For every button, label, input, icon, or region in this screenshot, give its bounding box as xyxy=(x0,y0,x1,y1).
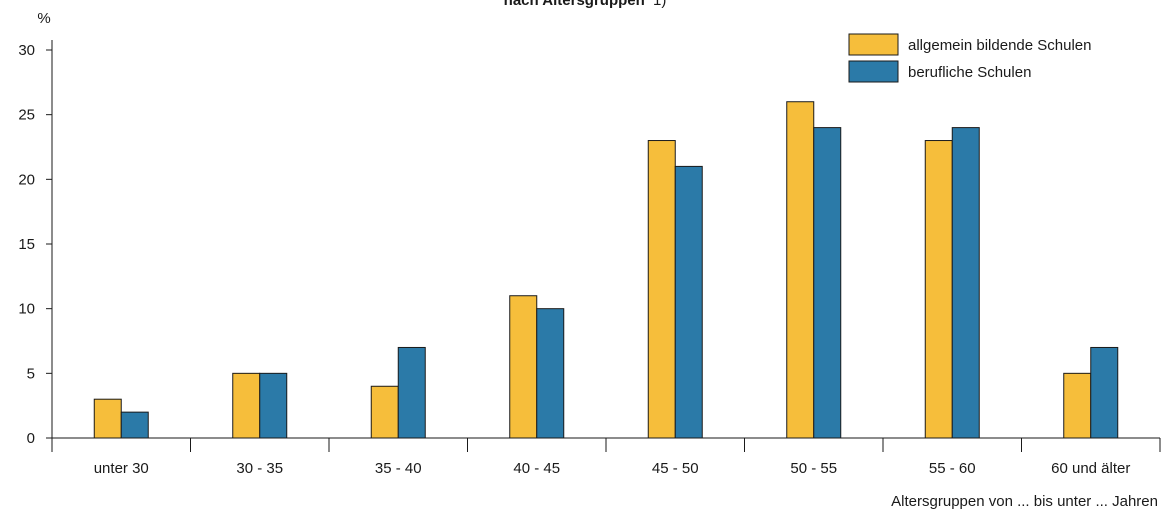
x-axis-label: Altersgruppen von ... bis unter ... Jahr… xyxy=(891,493,1158,510)
x-ticks: unter 30 30 - 35 35 - 40 40 - 45 45 - 50 50 -… xyxy=(51,438,1161,477)
y-tick-label: 0 xyxy=(27,430,35,447)
bar-beruflich-7 xyxy=(1090,346,1119,439)
bar-allgemein-7 xyxy=(1063,372,1092,439)
bar-allgemein-6 xyxy=(924,140,953,439)
y-tick-label: 25 xyxy=(18,107,35,124)
bar-beruflich-2 xyxy=(397,346,426,439)
bar-beruflich-4 xyxy=(674,165,703,439)
x-tick-label: 60 und älter xyxy=(1051,460,1130,477)
legend-label: berufliche Schulen xyxy=(908,64,1031,81)
x-tick-label: 30 - 35 xyxy=(236,460,283,477)
y-ticks: 0 5 10 15 20 25 30 xyxy=(18,42,52,447)
chart-title: nach Altersgruppen 1) xyxy=(504,0,667,9)
x-tick-label: 35 - 40 xyxy=(375,460,422,477)
x-tick-label: 50 - 55 xyxy=(790,460,837,477)
bar-beruflich-3 xyxy=(536,308,565,439)
y-tick-label: 15 xyxy=(18,236,35,253)
legend-swatch xyxy=(848,33,899,56)
legend: allgemein bildende Schulen berufliche Sch… xyxy=(848,33,1091,83)
bar-allgemein-2 xyxy=(370,385,399,439)
bar-allgemein-0 xyxy=(93,398,122,439)
legend-label: allgemein bildende Schulen xyxy=(908,37,1091,54)
bar-beruflich-0 xyxy=(120,411,149,439)
legend-swatch xyxy=(848,60,899,83)
y-tick-label: 30 xyxy=(18,42,35,59)
y-axis-label: % xyxy=(37,10,50,27)
bars xyxy=(93,101,1119,439)
chart-title-footnote: 1) xyxy=(653,0,666,9)
bar-beruflich-5 xyxy=(813,127,842,439)
bar-allgemein-3 xyxy=(509,295,538,439)
y-tick-label: 10 xyxy=(18,301,35,318)
bar-allgemein-5 xyxy=(786,101,815,439)
y-tick-label: 5 xyxy=(27,365,35,382)
svg-text:nach Altersgruppen 1): nach Altersgruppen 1) xyxy=(504,0,667,9)
x-tick-label: 55 - 60 xyxy=(929,460,976,477)
x-tick-label: 45 - 50 xyxy=(652,460,699,477)
x-tick-label: 40 - 45 xyxy=(513,460,560,477)
y-tick-label: 20 xyxy=(18,171,35,188)
bar-beruflich-6 xyxy=(951,127,980,439)
bar-allgemein-1 xyxy=(232,372,261,439)
bar-allgemein-4 xyxy=(647,140,676,439)
x-tick-label: unter 30 xyxy=(94,460,149,477)
chart-title-text: nach Altersgruppen xyxy=(504,0,645,9)
bar-beruflich-1 xyxy=(259,372,288,439)
